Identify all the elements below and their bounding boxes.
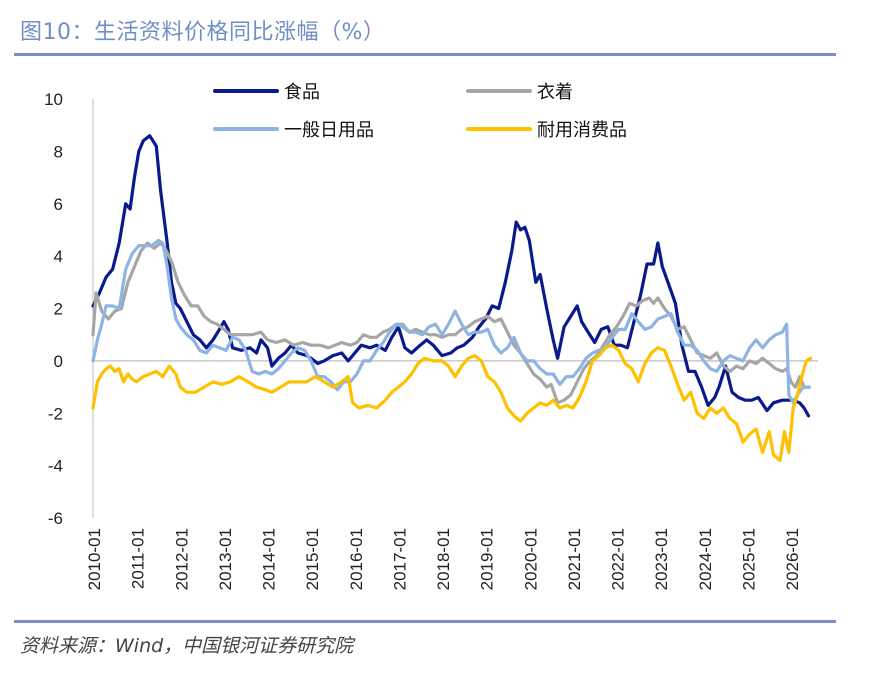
- x-tick-label: 2018-01: [434, 528, 453, 590]
- x-axis: 2010-01 2011-01 2012-01 2013-01 2014-01 2015-…: [85, 528, 802, 590]
- legend-label: 食品: [284, 82, 320, 103]
- source-note: 资料来源：Wind，中国银河证券研究院: [20, 635, 354, 657]
- x-tick-label: 2024-01: [696, 528, 715, 590]
- y-tick-label: -6: [48, 509, 63, 528]
- x-tick-label: 2012-01: [172, 528, 191, 590]
- y-tick-label: -4: [48, 457, 63, 476]
- series-line-1: [91, 134, 811, 418]
- x-tick-label: 2010-01: [85, 528, 104, 590]
- x-tick-label: 2021-01: [565, 528, 584, 590]
- x-tick-label: 2013-01: [216, 528, 235, 590]
- legend-label: 衣着: [537, 82, 573, 103]
- series-line-4: [91, 343, 813, 462]
- legend-label: 耐用消费品: [537, 120, 627, 141]
- x-tick-label: 2014-01: [260, 528, 279, 590]
- x-tick-label: 2015-01: [303, 528, 322, 590]
- y-axis: 10 8 6 4 2 0 -2 -4 -6: [44, 90, 94, 528]
- y-tick-label: 10: [44, 90, 63, 109]
- y-tick-label: 8: [54, 142, 63, 161]
- y-tick-label: 0: [54, 352, 63, 371]
- x-tick-label: 2025-01: [739, 528, 758, 590]
- x-tick-label: 2026-01: [783, 528, 802, 590]
- bottom-divider: [14, 620, 836, 623]
- y-tick-label: -2: [48, 404, 63, 423]
- series-line-2: [91, 241, 811, 405]
- x-tick-label: 2020-01: [521, 528, 540, 590]
- y-tick-label: 4: [54, 247, 63, 266]
- y-tick-label: 6: [54, 195, 63, 214]
- x-tick-label: 2019-01: [478, 528, 497, 590]
- x-tick-label: 2016-01: [347, 528, 366, 590]
- x-tick-label: 2017-01: [390, 528, 409, 590]
- series-line-3: [91, 238, 811, 405]
- top-divider: [14, 53, 836, 56]
- x-tick-label: 2022-01: [609, 528, 628, 590]
- x-tick-label: 2011-01: [129, 528, 148, 589]
- series-layer: [91, 134, 813, 462]
- y-tick-label: 2: [54, 300, 63, 319]
- x-tick-label: 2023-01: [652, 528, 671, 590]
- legend-label: 一般日用品: [284, 120, 374, 141]
- chart-title: 图10：生活资料价格同比涨幅（%）: [20, 20, 386, 45]
